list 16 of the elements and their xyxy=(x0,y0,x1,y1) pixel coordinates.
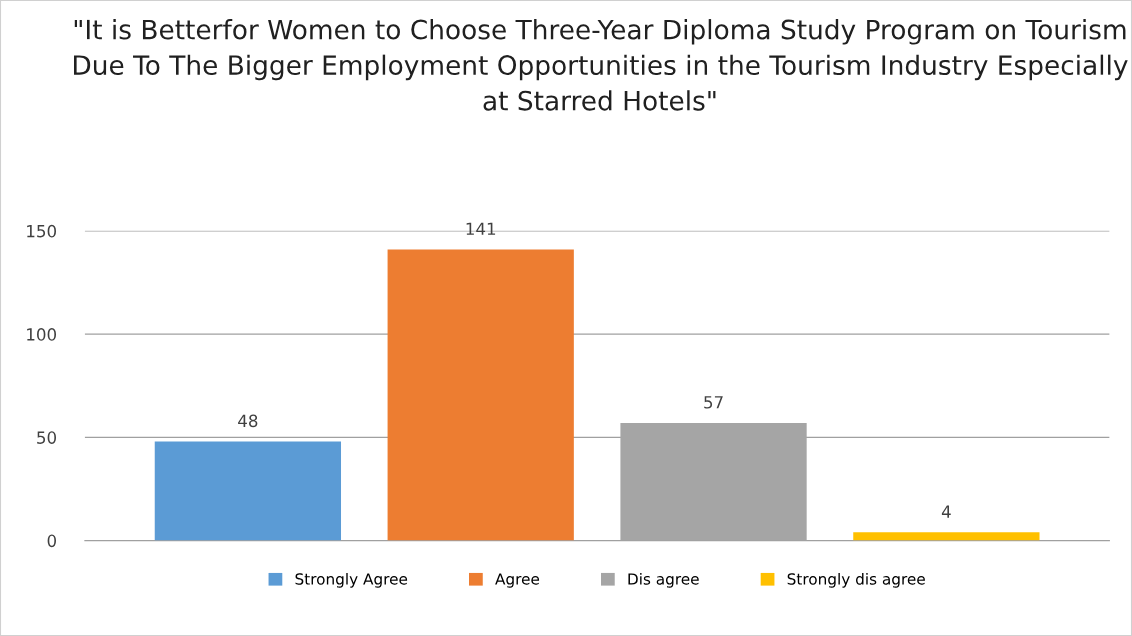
legend-label: Strongly Agree xyxy=(295,572,408,588)
data-label: 48 xyxy=(238,414,258,428)
y-tick-label: 100 xyxy=(27,328,57,341)
data-label: 4 xyxy=(941,505,951,518)
y-tick-label: 0 xyxy=(47,534,57,548)
chart-title: "It is Betterfor Women to Choose Three-Year Diploma Study Program on Tourism Due To The Bigger Employment Opportunities in the Tourism Industry Especially at Starred Hotels" xyxy=(74,19,1128,111)
legend-label: Agree xyxy=(495,573,540,588)
legend-label: Strongly dis agree xyxy=(787,572,925,588)
data-label: 57 xyxy=(704,396,723,409)
bar xyxy=(387,249,574,541)
bar xyxy=(154,441,342,541)
bar xyxy=(853,532,1040,541)
legend-label: Dis agree xyxy=(628,572,699,588)
data-label: 141 xyxy=(466,222,496,235)
y-tick-label: 150 xyxy=(27,224,57,238)
y-tick-label: 50 xyxy=(37,431,57,444)
